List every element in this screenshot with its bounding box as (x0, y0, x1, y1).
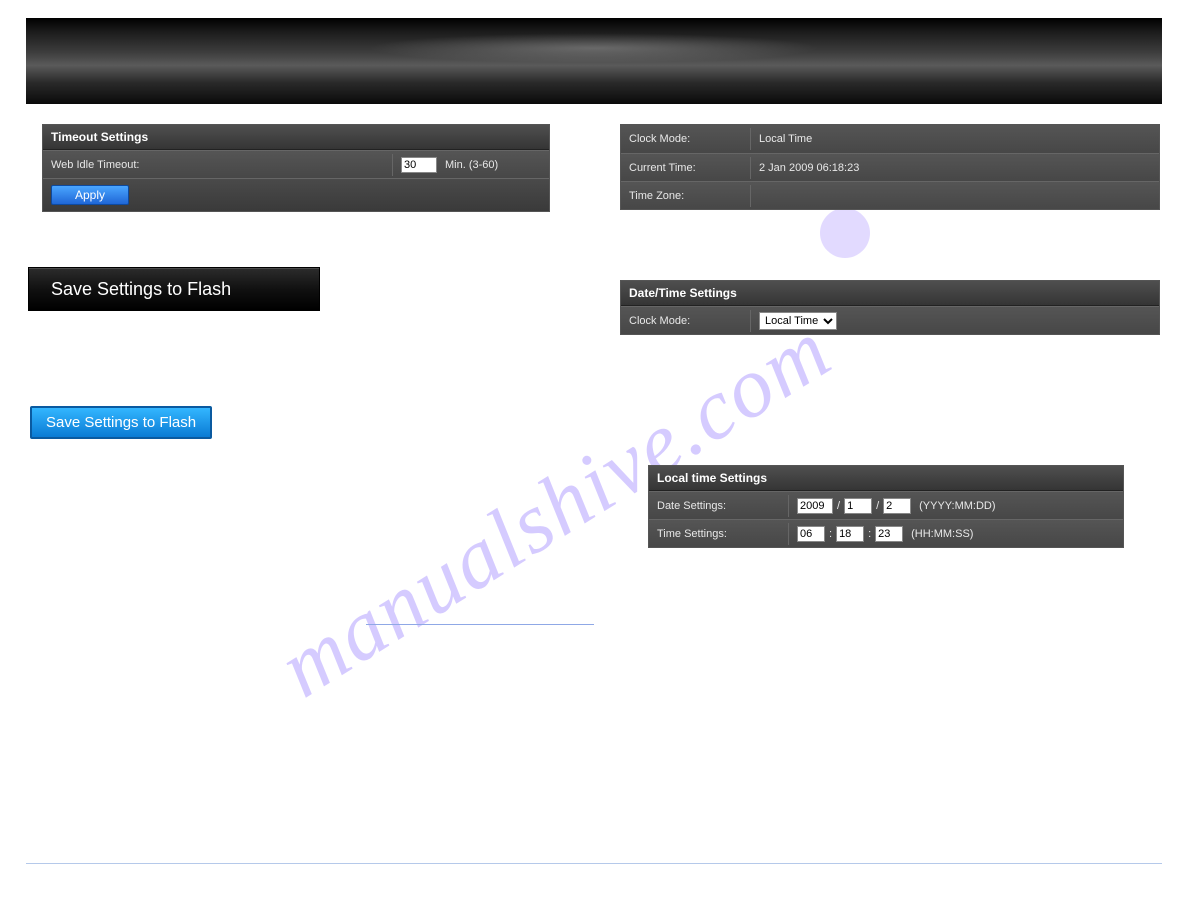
web-idle-timeout-row: Web Idle Timeout: Min. (3-60) (43, 150, 549, 178)
left-divider (366, 624, 594, 625)
save-settings-black-label: Save Settings to Flash (51, 279, 231, 300)
time-mm-input[interactable] (836, 526, 864, 542)
time-hint: (HH:MM:SS) (911, 528, 973, 540)
localtime-settings-title: Local time Settings (649, 466, 1123, 491)
date-year-input[interactable] (797, 498, 833, 514)
web-idle-timeout-input[interactable] (401, 157, 437, 173)
save-settings-black-button[interactable]: Save Settings to Flash (28, 267, 320, 311)
sep-slash-2: / (876, 500, 879, 512)
clock-mode-label: Clock Mode: (621, 128, 751, 150)
save-settings-blue-button[interactable]: Save Settings to Flash (30, 406, 212, 439)
clock-mode-select[interactable]: Local Time (759, 312, 837, 330)
clock-info-panel: Clock Mode: Local Time Current Time: 2 J… (620, 124, 1160, 210)
datetime-clock-mode-row: Clock Mode: Local Time (621, 306, 1159, 334)
clock-mode-value: Local Time (751, 129, 1159, 149)
date-hint: (YYYY:MM:DD) (919, 500, 995, 512)
current-time-row: Current Time: 2 Jan 2009 06:18:23 (621, 153, 1159, 181)
sep-colon-1: : (829, 528, 832, 540)
time-zone-label: Time Zone: (621, 185, 751, 207)
time-settings-label: Time Settings: (649, 523, 789, 545)
sep-colon-2: : (868, 528, 871, 540)
timeout-settings-title: Timeout Settings (43, 125, 549, 150)
current-time-value: 2 Jan 2009 06:18:23 (751, 158, 1159, 178)
time-hh-input[interactable] (797, 526, 825, 542)
time-ss-input[interactable] (875, 526, 903, 542)
time-settings-row: Time Settings: : : (HH:MM:SS) (649, 519, 1123, 547)
bottom-divider (26, 863, 1162, 864)
save-settings-blue-label: Save Settings to Flash (46, 414, 196, 431)
date-settings-label: Date Settings: (649, 495, 789, 517)
date-day-input[interactable] (883, 498, 911, 514)
apply-button[interactable]: Apply (51, 185, 129, 205)
time-zone-value (751, 192, 1159, 200)
sep-slash-1: / (837, 500, 840, 512)
top-banner (26, 18, 1162, 104)
time-zone-row: Time Zone: (621, 181, 1159, 209)
current-time-label: Current Time: (621, 157, 751, 179)
datetime-clock-mode-label: Clock Mode: (621, 310, 751, 332)
timeout-panel-footer: Apply (43, 178, 549, 211)
clock-mode-row: Clock Mode: Local Time (621, 125, 1159, 153)
web-idle-timeout-label: Web Idle Timeout: (43, 154, 393, 176)
timeout-settings-panel: Timeout Settings Web Idle Timeout: Min. … (42, 124, 550, 212)
web-idle-timeout-hint: Min. (3-60) (445, 159, 498, 171)
datetime-settings-title: Date/Time Settings (621, 281, 1159, 306)
localtime-settings-panel: Local time Settings Date Settings: / / (… (648, 465, 1124, 548)
datetime-settings-panel: Date/Time Settings Clock Mode: Local Tim… (620, 280, 1160, 335)
date-settings-row: Date Settings: / / (YYYY:MM:DD) (649, 491, 1123, 519)
date-month-input[interactable] (844, 498, 872, 514)
